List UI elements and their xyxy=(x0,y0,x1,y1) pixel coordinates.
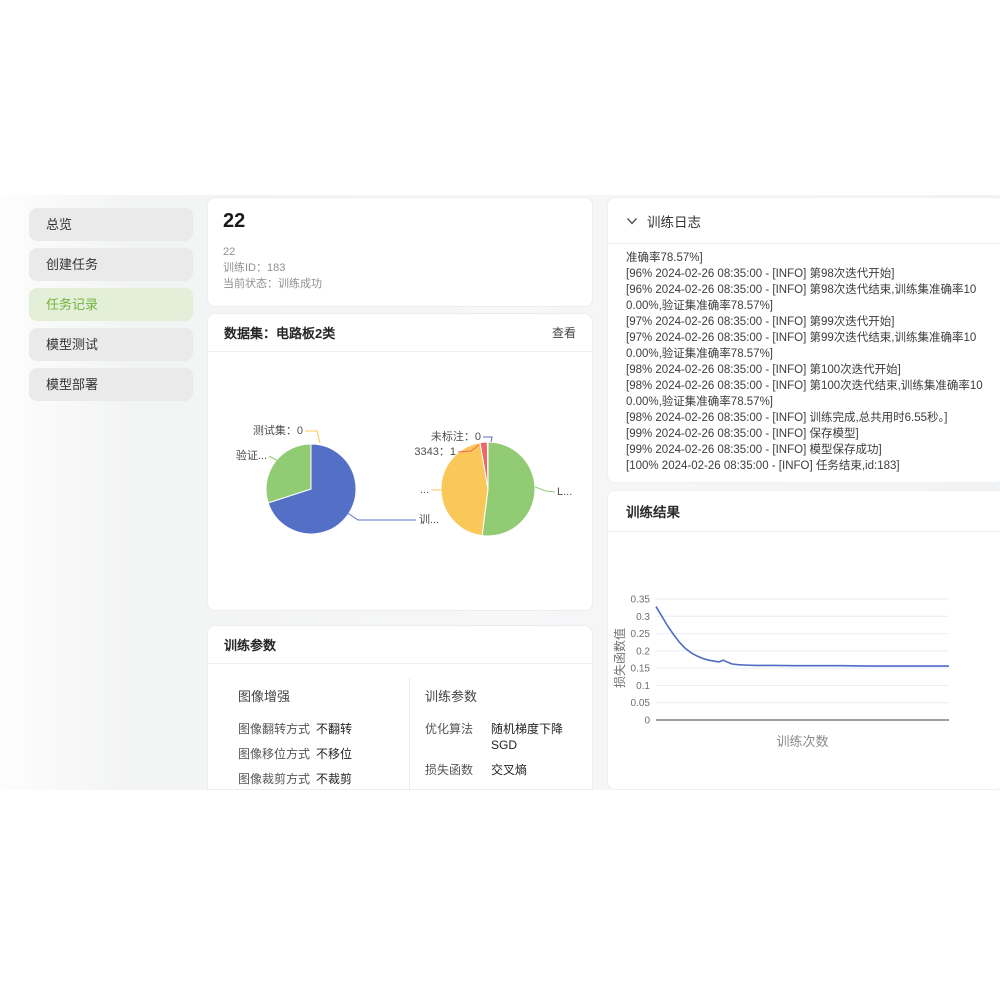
y-tick-label: 0.15 xyxy=(631,664,651,675)
x-axis-label: 训练次数 xyxy=(776,734,828,749)
pie-label: 训... xyxy=(419,513,439,526)
param-row: 图像移位方式 不移位 xyxy=(238,746,403,762)
task-meta-line: 训练ID：183 xyxy=(223,262,286,274)
log-body: 准确率78.57%] [96% 2024-02-26 08:35:00 - [IN… xyxy=(608,244,1000,474)
param-label: 图像翻转方式 xyxy=(238,722,311,736)
pie-label: ... xyxy=(420,484,429,496)
param-value: 不裁剪 xyxy=(316,772,353,786)
log-line: [98% 2024-02-26 08:35:00 - [INFO] 第100次迭… xyxy=(626,380,983,408)
param-value: 不移位 xyxy=(316,747,353,761)
param-row: 损失函数 交叉熵 xyxy=(425,762,585,778)
params-title: 训练参数 xyxy=(224,638,277,653)
pie-label: 验证... xyxy=(236,448,267,462)
log-line: [97% 2024-02-26 08:35:00 - [INFO] 第99次迭代… xyxy=(626,332,977,360)
y-tick-label: 0.1 xyxy=(636,681,650,692)
param-row: 图像裁剪方式 不裁剪 xyxy=(238,771,403,787)
chevron-down-icon xyxy=(626,217,638,225)
result-panel-title: 训练结果 xyxy=(626,505,680,520)
y-tick-label: 0 xyxy=(644,716,650,727)
log-line: [99% 2024-02-26 08:35:00 - [INFO] 模型保存成功… xyxy=(626,444,882,456)
param-group-title: 训练参数 xyxy=(425,689,478,704)
column-divider xyxy=(409,678,410,789)
pie-label-line xyxy=(345,511,416,521)
y-tick-label: 0.05 xyxy=(631,698,651,709)
task-meta-line: 当前状态：训练成功 xyxy=(223,278,322,290)
param-value: 不翻转 xyxy=(316,722,353,736)
param-label: 损失函数 xyxy=(425,763,474,777)
task-name: 22 xyxy=(223,210,246,232)
log-line: [98% 2024-02-26 08:35:00 - [INFO] 训练完成,总… xyxy=(626,412,948,424)
pie-label: 3343：1 xyxy=(414,446,456,458)
sidebar-item-task-records[interactable]: 任务记录 xyxy=(29,288,193,321)
log-line: [96% 2024-02-26 08:35:00 - [INFO] 第98次迭代… xyxy=(626,284,977,312)
param-row: 图像翻转方式 不翻转 xyxy=(238,721,403,737)
log-line: [99% 2024-02-26 08:35:00 - [INFO] 保存模型] xyxy=(626,428,859,440)
param-group-training: 训练参数优化算法 随机梯度下降 SGD 损失函数 交叉熵 xyxy=(425,686,585,787)
log-line: [98% 2024-02-26 08:35:00 - [INFO] 第100次迭… xyxy=(626,364,901,376)
params-body: 图像增强 图像翻转方式 不翻转 图像移位方式 不移位 图像裁剪方式 不裁剪 训练参数 优化算法随… xyxy=(208,664,592,789)
sidebar-item-model-test[interactable]: 模型测试 xyxy=(29,328,193,361)
log-line: [97% 2024-02-26 08:35:00 - [INFO] 第99次迭代… xyxy=(626,316,895,328)
param-value: 随机梯度下降 SGD xyxy=(491,722,564,752)
param-value: 交叉熵 xyxy=(491,763,528,777)
pie-slice-未标注 xyxy=(486,441,489,490)
dataset-card-header: 数据集：电路板2类 查看 xyxy=(208,314,592,352)
param-group-title: 图像增强 xyxy=(238,689,291,704)
task-meta: 22 训练ID：183 当前状态：训练成功 xyxy=(223,244,322,292)
log-line: 准确率78.57%] xyxy=(626,252,703,264)
training-log-panel: 训练日志 准确率78.57%] [96% 2024-02-26 08:35:00 … xyxy=(607,197,1000,483)
param-row: 优化算法 随机梯度下降 SGD xyxy=(425,721,585,753)
pie-label-line xyxy=(305,430,321,444)
sidebar-item-overview[interactable]: 总览 xyxy=(29,208,193,241)
y-tick-label: 0.35 xyxy=(631,595,651,606)
task-summary-card: 22 22 训练ID：183 当前状态：训练成功 xyxy=(207,197,593,307)
pie-label: 未标注：0 xyxy=(431,429,481,443)
pie-label: L... xyxy=(557,486,572,498)
sidebar-item-model-deploy[interactable]: 模型部署 xyxy=(29,368,193,401)
dataset-card: 数据集：电路板2类 查看 训... 验证... 测试集：0 L...... 3343：1… xyxy=(207,313,593,611)
pie-label-line xyxy=(457,444,480,453)
y-tick-label: 0.2 xyxy=(636,646,650,657)
pie-slice-验证集 xyxy=(265,443,312,504)
log-panel-header[interactable]: 训练日志 xyxy=(608,198,1000,244)
log-line: [100% 2024-02-26 08:35:00 - [INFO] 任务结束,… xyxy=(626,460,900,472)
training-result-panel: 训练结果 0 0.05 0.1 0.15 0.2 0.25 0.3 0.35 损失函数值训练次数 xyxy=(607,490,1000,790)
pie-label-line xyxy=(268,455,281,463)
sidebar: 总览创建任务任务记录模型测试模型部署 xyxy=(29,208,193,408)
pie-label-line xyxy=(534,486,556,493)
log-line: [96% 2024-02-26 08:35:00 - [INFO] 第98次迭代… xyxy=(626,268,895,280)
pie-slice-L... xyxy=(481,441,536,537)
log-panel-title: 训练日志 xyxy=(647,214,701,230)
param-label: 图像裁剪方式 xyxy=(238,772,311,786)
param-group-augmentation: 图像增强 图像翻转方式 不翻转 图像移位方式 不移位 图像裁剪方式 不裁剪 xyxy=(238,686,403,789)
result-panel-header: 训练结果 xyxy=(608,491,1000,532)
sidebar-item-create-task[interactable]: 创建任务 xyxy=(29,248,193,281)
y-tick-label: 0.3 xyxy=(636,612,650,623)
dataset-title: 数据集：电路板2类 xyxy=(224,326,336,341)
view-dataset-button[interactable]: 查看 xyxy=(551,326,576,340)
y-tick-label: 0.25 xyxy=(631,629,651,640)
param-label: 图像移位方式 xyxy=(238,747,311,761)
param-label: 优化算法 xyxy=(425,722,474,736)
pie-label-line xyxy=(483,436,493,443)
pie-label: 测试集：0 xyxy=(253,423,303,437)
training-params-card: 训练参数 图像增强 图像翻转方式 不翻转 图像移位方式 不移位 图像裁剪方式 不裁剪 训练参数… xyxy=(207,625,593,790)
pie-slice-训练集 xyxy=(267,443,357,535)
task-meta-line: 22 xyxy=(223,246,236,258)
dataset-pie-charts: 训... 验证... 测试集：0 L...... 3343：1 未标注：0 xyxy=(236,423,572,537)
y-axis-label: 损失函数值 xyxy=(612,628,627,688)
loss-series-line xyxy=(655,606,949,667)
params-card-header: 训练参数 xyxy=(208,626,592,664)
